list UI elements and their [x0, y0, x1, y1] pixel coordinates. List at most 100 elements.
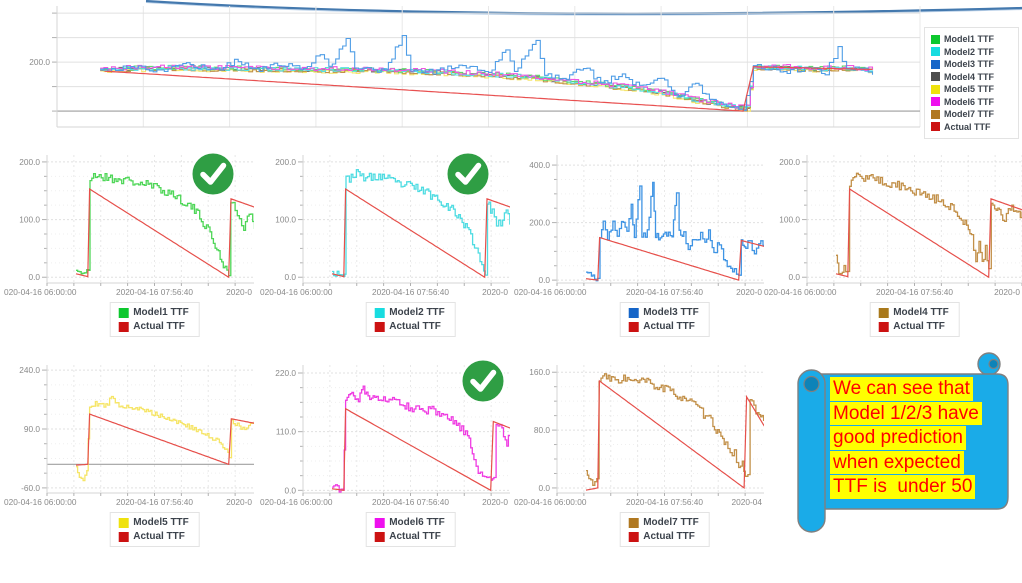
legend-item: Model4 TTF: [931, 72, 1012, 82]
model7-ttf-series: [100, 66, 874, 112]
banner-line: good prediction: [830, 426, 966, 450]
legend-label: Model1 TTF: [133, 307, 189, 318]
legend-swatch: [878, 307, 889, 318]
y-tick-label: 200.0: [529, 218, 550, 228]
legend-swatch: [374, 321, 385, 332]
x-tick-label: 2020-0: [994, 287, 1020, 297]
y-tick-label: 90.0: [24, 424, 41, 434]
x-tick-label: 2020-0: [226, 497, 252, 507]
legend-swatch: [118, 321, 129, 332]
actual-ttf-series: [585, 379, 764, 491]
actual-ttf-series: [75, 187, 254, 279]
x-tick-label: 2020-04-16 07:56:40: [372, 497, 449, 507]
legend-label: Model1 TTF: [944, 34, 994, 44]
legend-swatch: [118, 531, 129, 542]
legend-swatch: [878, 321, 889, 332]
x-tick-label: 2020-0: [482, 497, 508, 507]
y-tick-label: 100.0: [19, 215, 40, 225]
y-tick-label: 0.0: [284, 272, 296, 282]
legend-label: Model5 TTF: [133, 517, 189, 528]
legend-item: Actual TTF: [118, 531, 189, 542]
legend-label: Model6 TTF: [389, 517, 445, 528]
y-tick-label: 220.0: [275, 368, 296, 378]
legend-swatch: [118, 307, 129, 318]
scroll-top-curl-inner: [988, 358, 999, 370]
model4-ttf-series: [836, 172, 1022, 275]
legend-item: Model1 TTF: [118, 307, 189, 318]
x-tick-label: 020-04-16 06:00:00: [260, 287, 333, 297]
legend-swatch: [628, 321, 639, 332]
model5-chart: -60.0 90.0 240.0 020-04-16 06:00:00 2020-04-…: [2, 358, 254, 563]
x-tick-label: 020-04-16 06:00:00: [260, 497, 333, 507]
y-tick-label: 0.0: [538, 483, 550, 493]
x-tick-label: 2020-04-16 07:56:40: [626, 497, 703, 507]
overview-plot: 200.0: [29, 6, 921, 128]
model3-legend: Model3 TTF Actual TTF: [619, 302, 710, 337]
actual-ttf-series: [331, 187, 510, 279]
x-tick-label: 020-04-16 06:00:00: [514, 287, 587, 297]
legend-label: Actual TTF: [643, 531, 695, 542]
legend-label: Actual TTF: [133, 321, 185, 332]
banner-line: when expected: [830, 450, 964, 474]
actual-ttf-series: [331, 407, 510, 492]
model6-plot: 0.0 110.0 220.0 020-04-16 06:00:00 2020-04-1…: [260, 365, 510, 507]
x-tick-label: 2020-0: [226, 287, 252, 297]
banner-line: TTF is under 50: [830, 475, 976, 499]
y-tick-label: 400.0: [529, 160, 550, 170]
model5-plot: -60.0 90.0 240.0 020-04-16 06:00:00 2020-04-…: [4, 365, 254, 507]
x-tick-label: 020-04-16 06:00:00: [514, 497, 587, 507]
legend-swatch: [931, 59, 940, 69]
x-tick-label: 020-04-16 06:00:00: [4, 497, 77, 507]
model4-legend: Model4 TTF Actual TTF: [869, 302, 960, 337]
legend-item: Actual TTF: [628, 321, 699, 332]
scroll-banner: We can see that Model 1/2/3 have good pr…: [790, 351, 1022, 551]
legend-item: Model2 TTF: [931, 47, 1012, 57]
legend-swatch: [374, 531, 385, 542]
y-tick-label: 0.0: [538, 275, 550, 285]
checkmark-badge: [190, 151, 236, 202]
x-tick-label: 2020-0: [482, 287, 508, 297]
legend-label: Actual TTF: [893, 321, 945, 332]
actual-ttf-series: [104, 66, 873, 112]
legend-label: Model5 TTF: [944, 84, 994, 94]
model2-ttf-series: [332, 168, 510, 278]
legend-swatch: [931, 34, 940, 44]
legend-swatch: [628, 531, 639, 542]
legend-label: Actual TTF: [643, 321, 695, 332]
model1-plot: 0.0 100.0 200.0 020-04-16 06:00:00 2020-04-1…: [4, 155, 254, 297]
checkmark-icon: [445, 151, 491, 197]
legend-item: Actual TTF: [931, 122, 1012, 132]
legend-label: Model4 TTF: [944, 71, 994, 82]
actual-ttf-series: [585, 236, 764, 281]
legend-label: Actual TTF: [389, 531, 441, 542]
legend-swatch: [118, 517, 129, 528]
x-tick-label: 2020-04-16 07:56:40: [876, 287, 953, 297]
model3-chart: 0.0 200.0 400.0 020-04-16 06:00:00 2020-04-1…: [512, 148, 764, 353]
model6-chart: 0.0 110.0 220.0 020-04-16 06:00:00 2020-04-1…: [258, 358, 510, 563]
model3-plot: 0.0 200.0 400.0 020-04-16 06:00:00 2020-04-1…: [514, 155, 764, 297]
y-tick-label: 0.0: [284, 485, 296, 495]
legend-item: Model6 TTF: [931, 97, 1012, 107]
banner-line: We can see that: [830, 377, 973, 401]
model7-ttf-series: [586, 373, 764, 486]
legend-item: Actual TTF: [628, 531, 699, 542]
x-tick-label: 020-04-16 06:00:00: [4, 287, 77, 297]
legend-swatch: [931, 84, 940, 94]
legend-item: Actual TTF: [878, 321, 949, 332]
y-tick-label: 100.0: [779, 215, 800, 225]
model1-legend: Model1 TTF Actual TTF: [109, 302, 200, 337]
legend-label: Model3 TTF: [944, 59, 994, 69]
y-tick-label: 200.0: [779, 157, 800, 167]
legend-swatch: [931, 72, 940, 81]
legend-swatch: [931, 122, 940, 131]
y-tick-label: 110.0: [276, 427, 297, 437]
model1-chart: 0.0 100.0 200.0 020-04-16 06:00:00 2020-04-1…: [2, 148, 254, 353]
legend-item: Model5 TTF: [118, 517, 189, 528]
banner-text: We can see that Model 1/2/3 have good pr…: [830, 377, 1008, 500]
legend-item: Actual TTF: [374, 321, 445, 332]
checkmark-icon: [190, 151, 236, 197]
legend-item: Actual TTF: [374, 531, 445, 542]
y-tick-label: 0.0: [28, 272, 40, 282]
legend-label: Model6 TTF: [944, 96, 994, 107]
